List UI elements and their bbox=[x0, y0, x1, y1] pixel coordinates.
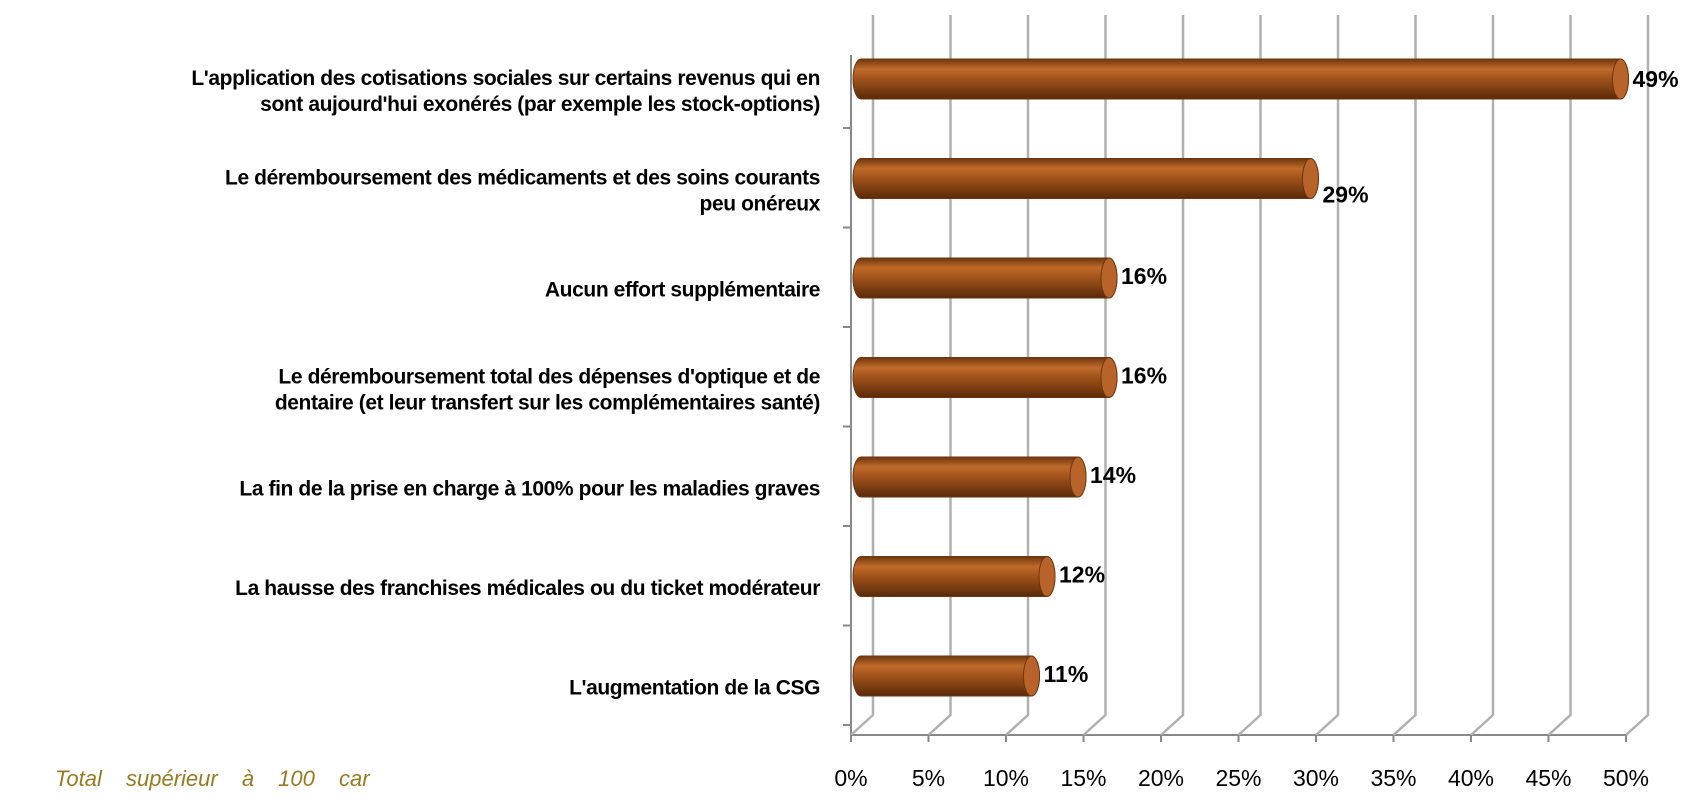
bar-end bbox=[1612, 58, 1629, 100]
value-label: 12% bbox=[1059, 562, 1105, 588]
grid-line bbox=[1082, 15, 1107, 736]
annotation: Total supérieur à 100 car bbox=[55, 766, 371, 791]
category-label: Aucun effort supplémentaire bbox=[545, 279, 820, 302]
bar bbox=[852, 456, 1087, 498]
x-tick-label: 45% bbox=[1525, 765, 1571, 791]
bar bbox=[852, 357, 1118, 398]
category-label: La fin de la prise en charge à 100% pour… bbox=[239, 478, 820, 501]
x-tick-label: 10% bbox=[983, 765, 1029, 791]
grid-line bbox=[1237, 15, 1262, 736]
bar-end bbox=[1100, 257, 1118, 299]
grid-line bbox=[927, 15, 952, 736]
value-label: 11% bbox=[1044, 661, 1089, 687]
category-label: L'application des cotisations sociales s… bbox=[191, 67, 820, 116]
bar bbox=[852, 257, 1118, 299]
grid-line bbox=[1392, 15, 1417, 736]
grid-line bbox=[1005, 15, 1030, 736]
x-tick-label: 40% bbox=[1448, 765, 1494, 791]
bar-end bbox=[1038, 556, 1056, 597]
grid-line bbox=[1160, 15, 1185, 736]
x-tick-label: 35% bbox=[1370, 765, 1416, 791]
bar-end bbox=[1302, 158, 1319, 199]
grid-line bbox=[1470, 15, 1495, 736]
x-tick-label: 15% bbox=[1060, 765, 1106, 791]
value-label: 16% bbox=[1121, 263, 1167, 289]
grid-line bbox=[850, 15, 875, 736]
bar bbox=[852, 655, 1040, 697]
grid-line bbox=[1625, 15, 1650, 736]
category-label: La hausse des franchises médicales ou du… bbox=[235, 577, 820, 600]
bar-end bbox=[1023, 655, 1040, 697]
value-label: 29% bbox=[1323, 182, 1369, 208]
value-label: 49% bbox=[1633, 66, 1679, 92]
category-label: Le déremboursement des médicaments et de… bbox=[225, 166, 821, 215]
grid-line bbox=[1315, 15, 1340, 736]
category-label: L'augmentation de la CSG bbox=[569, 677, 820, 700]
bar-end bbox=[1100, 357, 1118, 398]
grid-line bbox=[1547, 15, 1572, 736]
value-label: 16% bbox=[1121, 363, 1167, 389]
bar bbox=[852, 58, 1629, 100]
x-tick-label: 30% bbox=[1293, 765, 1339, 791]
bar bbox=[852, 158, 1319, 199]
x-tick-label: 25% bbox=[1215, 765, 1261, 791]
bar-end bbox=[1069, 456, 1087, 498]
x-tick-label: 0% bbox=[834, 765, 867, 791]
category-label: Le déremboursement total des dépenses d'… bbox=[275, 365, 820, 414]
x-tick-label: 20% bbox=[1138, 765, 1184, 791]
x-tick-label: 50% bbox=[1603, 765, 1649, 791]
value-label: 14% bbox=[1090, 462, 1136, 488]
bar bbox=[852, 556, 1056, 597]
x-tick-label: 5% bbox=[912, 765, 945, 791]
